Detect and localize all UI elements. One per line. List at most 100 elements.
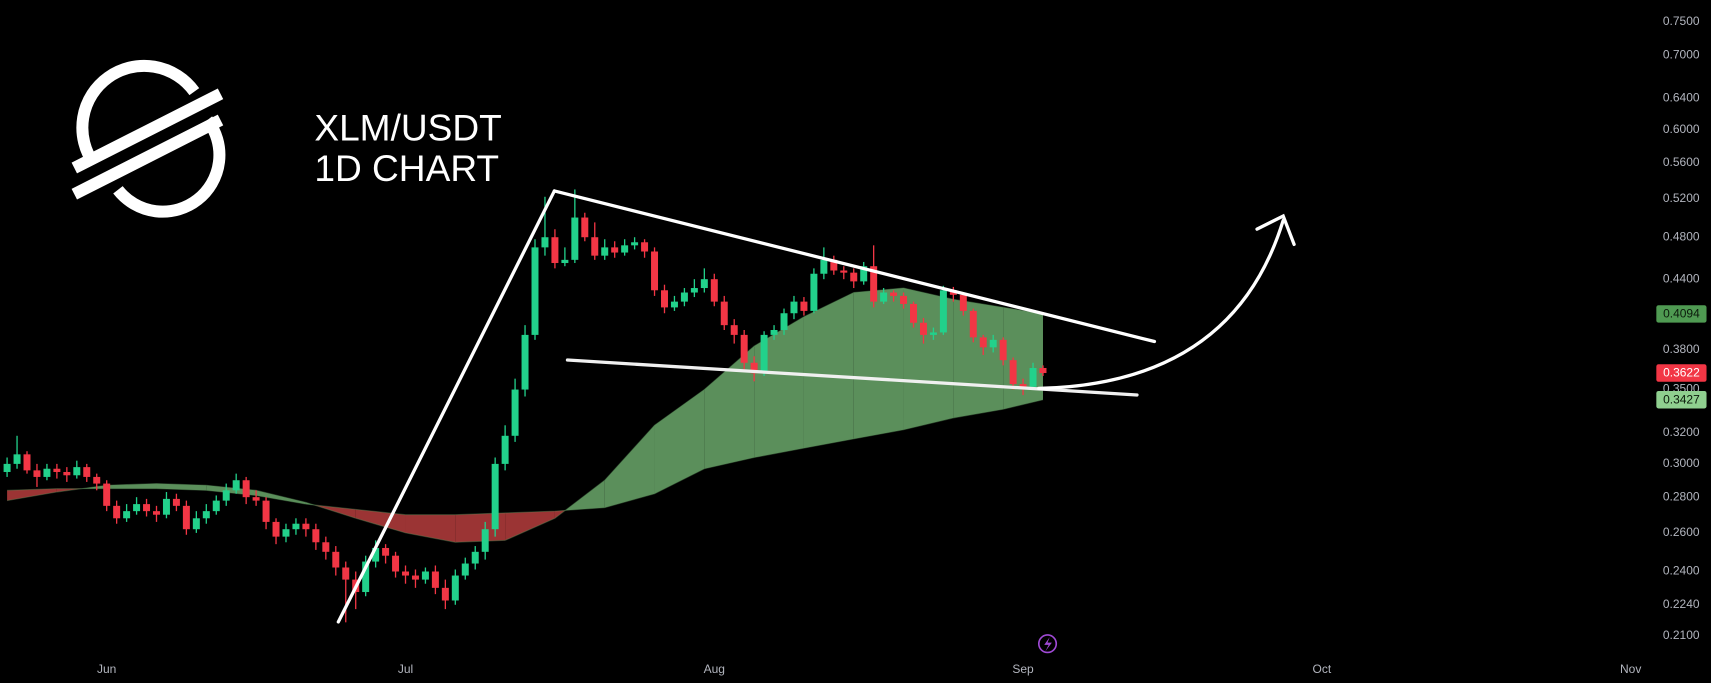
- chart-title: XLM/USDT: [314, 107, 501, 149]
- candle-body: [581, 217, 589, 238]
- candle-body: [959, 294, 967, 311]
- ribbon-fill: [106, 483, 157, 489]
- candle-body: [1009, 360, 1017, 385]
- ribbon-fill: [554, 510, 566, 519]
- ribbon-line: [7, 399, 1044, 516]
- candle-body: [890, 292, 898, 296]
- candle-body: [929, 332, 937, 335]
- candle-body: [123, 511, 131, 519]
- candle-body: [23, 454, 31, 471]
- candle-body: [471, 551, 479, 564]
- candle-body: [780, 313, 788, 330]
- ribbon-fill: [156, 483, 207, 491]
- candle-body: [760, 334, 768, 374]
- candle-body: [292, 523, 300, 530]
- candle-body: [910, 303, 917, 323]
- candle-body: [162, 498, 170, 515]
- y-tick-label: 0.7000: [1663, 47, 1700, 61]
- arrow-head: [1255, 213, 1296, 247]
- price-tag-label: 0.4094: [1663, 307, 1700, 321]
- candle-body: [720, 301, 728, 326]
- ribbon-fill: [7, 488, 57, 501]
- candle-body: [571, 217, 579, 260]
- price-tag-box: [1656, 390, 1707, 409]
- x-tick-label: Nov: [1620, 662, 1641, 676]
- candle-body: [551, 237, 559, 264]
- candle-body: [1039, 367, 1047, 374]
- candle-body: [362, 561, 370, 593]
- candle-body: [860, 266, 868, 282]
- candle-body: [660, 290, 668, 308]
- price-tags: 0.4094 0.3622 0.3427: [1656, 305, 1707, 409]
- candle-body: [13, 454, 21, 464]
- y-tick-label: 0.6400: [1663, 91, 1700, 105]
- candle-body: [521, 334, 529, 390]
- x-tick-label: Aug: [704, 662, 725, 676]
- logo-arc-top: [76, 59, 200, 168]
- candle-body: [272, 521, 280, 537]
- candle-body: [850, 272, 858, 282]
- candle-body: [202, 511, 210, 519]
- y-tick-label: 0.7500: [1663, 14, 1700, 28]
- candle-body: [262, 500, 270, 522]
- candle-body: [790, 301, 798, 314]
- candle-body: [133, 504, 141, 512]
- candle-body: [641, 242, 649, 252]
- event-icon-bolt[interactable]: [1044, 637, 1052, 652]
- y-tick-label: 0.5200: [1663, 191, 1700, 205]
- ribbon-fill: [604, 425, 655, 508]
- price-tag-box: [1656, 305, 1707, 323]
- x-tick-label: Jun: [97, 662, 116, 676]
- event-icon-ring[interactable]: [1037, 634, 1058, 654]
- candle-body: [979, 337, 987, 348]
- candle-body: [402, 571, 410, 576]
- candle-body: [3, 463, 11, 472]
- candle-body: [611, 247, 619, 253]
- impulse-line: [336, 189, 557, 624]
- candle-body: [113, 505, 121, 519]
- candle-body: [192, 518, 200, 530]
- ribbon-fill: [81, 485, 107, 489]
- candle-body: [212, 500, 220, 512]
- candle-body: [302, 523, 310, 530]
- candle-body: [172, 498, 180, 506]
- ribbon-fill: [654, 389, 705, 494]
- ribbon-fill: [565, 480, 605, 511]
- y-tick-label: 0.2400: [1663, 564, 1700, 578]
- candle-body: [431, 571, 439, 588]
- upper-trendline: [552, 189, 1157, 344]
- candle-body: [680, 292, 688, 302]
- ribbon-fill: [56, 488, 82, 493]
- candle-body: [73, 467, 81, 476]
- candle-body: [541, 237, 549, 248]
- candle-body: [690, 288, 698, 293]
- candle-body: [840, 270, 848, 273]
- ribbon-fill: [953, 299, 1004, 418]
- candle-body: [1029, 367, 1037, 387]
- candle-body: [511, 389, 519, 436]
- candle-body: [939, 290, 947, 333]
- y-tick-label: 0.2600: [1663, 525, 1700, 539]
- candle-body: [830, 259, 838, 271]
- candle-body: [33, 470, 41, 477]
- candle-body: [989, 339, 997, 348]
- candle-body: [53, 468, 61, 472]
- candle-body: [143, 504, 151, 512]
- candle-body: [561, 259, 569, 264]
- candle-body: [880, 292, 888, 302]
- candle-body: [810, 273, 818, 311]
- x-tick-label: Oct: [1313, 662, 1332, 676]
- candle-body: [312, 529, 320, 543]
- candle-body: [900, 295, 908, 304]
- candle-body: [631, 242, 639, 246]
- candle-body: [969, 310, 977, 338]
- candle-body: [710, 279, 718, 302]
- candle-body: [670, 301, 678, 308]
- candle-body: [153, 511, 160, 515]
- axes: 0.7500 0.7000 0.6400 0.6000 0.5600 0.5200 0.48…: [97, 14, 1700, 676]
- candle-body: [83, 467, 91, 477]
- candle-body: [531, 247, 539, 335]
- event-icon[interactable]: [1037, 634, 1058, 654]
- candle-body: [601, 247, 609, 256]
